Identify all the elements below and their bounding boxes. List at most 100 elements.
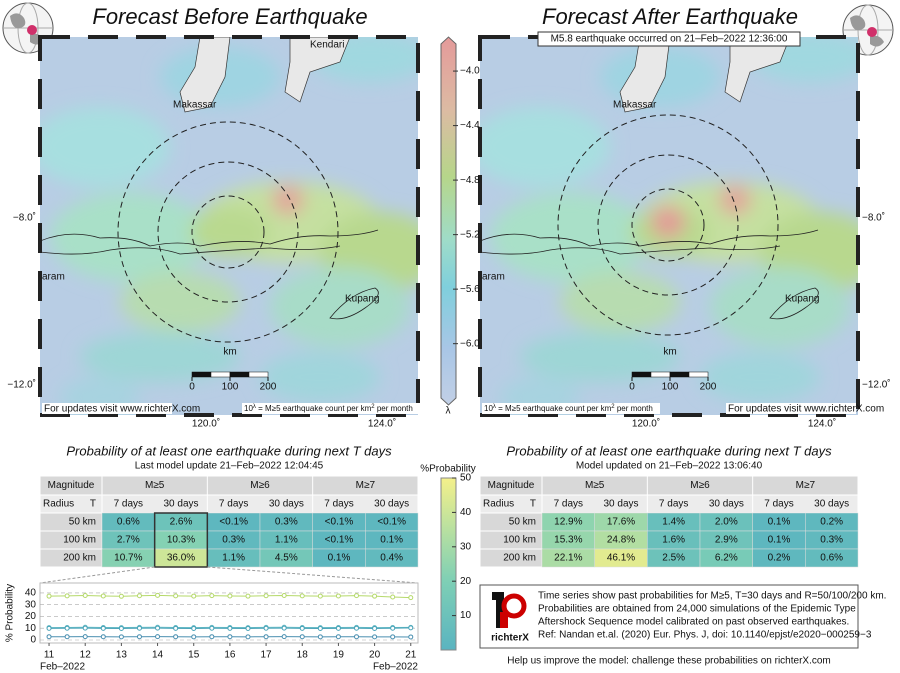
table-cell: 0.1% bbox=[768, 535, 791, 546]
row-label: 50 km bbox=[509, 517, 536, 528]
series-point bbox=[335, 634, 341, 640]
series-point bbox=[390, 594, 396, 600]
colorbar-label: λ bbox=[446, 406, 451, 417]
intensity-blob bbox=[520, 332, 680, 382]
intensity-blob bbox=[719, 185, 751, 215]
scale-unit: km bbox=[223, 347, 236, 358]
table-cell: 17.6% bbox=[607, 517, 635, 528]
lon-label: 120.0˚ bbox=[192, 418, 220, 430]
series-point bbox=[408, 595, 414, 601]
colorbar bbox=[440, 477, 457, 651]
table-cell: 46.1% bbox=[607, 553, 635, 564]
series-point bbox=[173, 593, 179, 599]
series-point bbox=[299, 625, 305, 631]
series-point bbox=[354, 634, 360, 640]
subheader-cell: 30 days bbox=[374, 499, 409, 510]
table-cell: 0.1% bbox=[328, 553, 351, 564]
intensity-blob bbox=[190, 207, 270, 257]
table-cell: 1.6% bbox=[662, 535, 685, 546]
place-label: Kupang bbox=[345, 294, 379, 305]
series-point bbox=[408, 625, 414, 631]
scale-segment bbox=[650, 371, 671, 378]
plot-frame bbox=[39, 582, 419, 644]
series-point bbox=[191, 634, 197, 640]
land bbox=[179, 37, 231, 113]
lat-label: −8.0˚ bbox=[862, 212, 885, 224]
colorbar-tick-label: −5.2 bbox=[460, 229, 480, 240]
series-point bbox=[155, 634, 161, 640]
series-point bbox=[191, 625, 197, 631]
radius-circle bbox=[597, 154, 739, 296]
colorbar-tick-label: −4.0 bbox=[460, 66, 480, 77]
series-point bbox=[100, 634, 106, 640]
intensity-blob bbox=[272, 185, 304, 215]
radius-circle bbox=[557, 114, 779, 336]
note-box bbox=[42, 403, 172, 414]
intensity-blob bbox=[50, 192, 210, 282]
radius-circle bbox=[631, 188, 705, 262]
table-cell: 0.4% bbox=[380, 553, 403, 564]
series-point bbox=[245, 634, 251, 640]
row-label: 200 km bbox=[503, 553, 536, 564]
map-title: Forecast Before Earthquake bbox=[92, 4, 367, 29]
formula-part: 10 bbox=[484, 404, 493, 413]
series-point bbox=[317, 634, 323, 640]
table-cell: <0.1% bbox=[219, 517, 248, 528]
intensity-blob bbox=[560, 272, 680, 332]
formula-part: = M≥5 earthquake count per km bbox=[256, 404, 372, 413]
series-point bbox=[263, 625, 269, 631]
colorbar-tick-label: −4.8 bbox=[460, 175, 480, 186]
info-line: Aftershock Sequence model calibrated on … bbox=[538, 617, 849, 628]
selected-column bbox=[153, 512, 209, 568]
series-point bbox=[263, 634, 269, 640]
colorbar-tick-label: −6.0 bbox=[460, 338, 480, 349]
table-cell: 22.1% bbox=[554, 553, 582, 564]
map-frame bbox=[38, 35, 420, 417]
y-tick-label: 40 bbox=[25, 588, 37, 599]
cell-bg bbox=[805, 548, 859, 568]
table-cell: 2.0% bbox=[715, 517, 738, 528]
table-cell: 2.5% bbox=[662, 553, 685, 564]
subheader-cell: T bbox=[530, 499, 536, 510]
series-point bbox=[173, 625, 179, 631]
series-point bbox=[227, 625, 233, 631]
table-cell: 2.7% bbox=[117, 535, 140, 546]
series-point bbox=[209, 593, 215, 599]
row-label: 100 km bbox=[63, 535, 96, 546]
x-tick-label: 18 bbox=[297, 650, 309, 661]
series-point bbox=[118, 625, 124, 631]
x-tick-label: 14 bbox=[152, 650, 164, 661]
table-cell: <0.1% bbox=[325, 535, 354, 546]
formula-part: per month bbox=[375, 404, 413, 413]
y-axis-label: % Probability bbox=[5, 584, 16, 642]
series-point bbox=[64, 634, 70, 640]
y-tick-label: 0 bbox=[30, 635, 36, 646]
scale-tick-label: 0 bbox=[189, 382, 195, 393]
series-point bbox=[118, 593, 124, 599]
note-box bbox=[726, 403, 856, 414]
x-tick-label: 15 bbox=[188, 650, 200, 661]
lat-label: −12.0˚ bbox=[7, 379, 36, 391]
table-cell: 0.6% bbox=[820, 553, 843, 564]
series-point bbox=[354, 625, 360, 631]
table-cell: 0.3% bbox=[275, 517, 298, 528]
formula-part: 2 bbox=[371, 404, 375, 410]
series-point bbox=[299, 634, 305, 640]
info-box bbox=[479, 584, 859, 649]
intensity-blob bbox=[490, 192, 650, 282]
date-label: Feb–2022 bbox=[373, 662, 418, 673]
subheader-cell: 7 days bbox=[554, 499, 583, 510]
coastline bbox=[40, 229, 379, 247]
series-point bbox=[372, 634, 378, 640]
note-box bbox=[482, 403, 660, 414]
zoom-line bbox=[39, 566, 155, 584]
formula-part: 2 bbox=[611, 404, 615, 410]
table-title: Probability of at least one earthquake d… bbox=[66, 443, 392, 458]
place-label: Kendari bbox=[310, 40, 344, 51]
series-point bbox=[281, 592, 287, 598]
intensity-blob bbox=[480, 107, 610, 187]
series-point bbox=[100, 625, 106, 631]
x-tick-label: 16 bbox=[224, 650, 236, 661]
colorbar-tick-label: 30 bbox=[460, 541, 472, 552]
